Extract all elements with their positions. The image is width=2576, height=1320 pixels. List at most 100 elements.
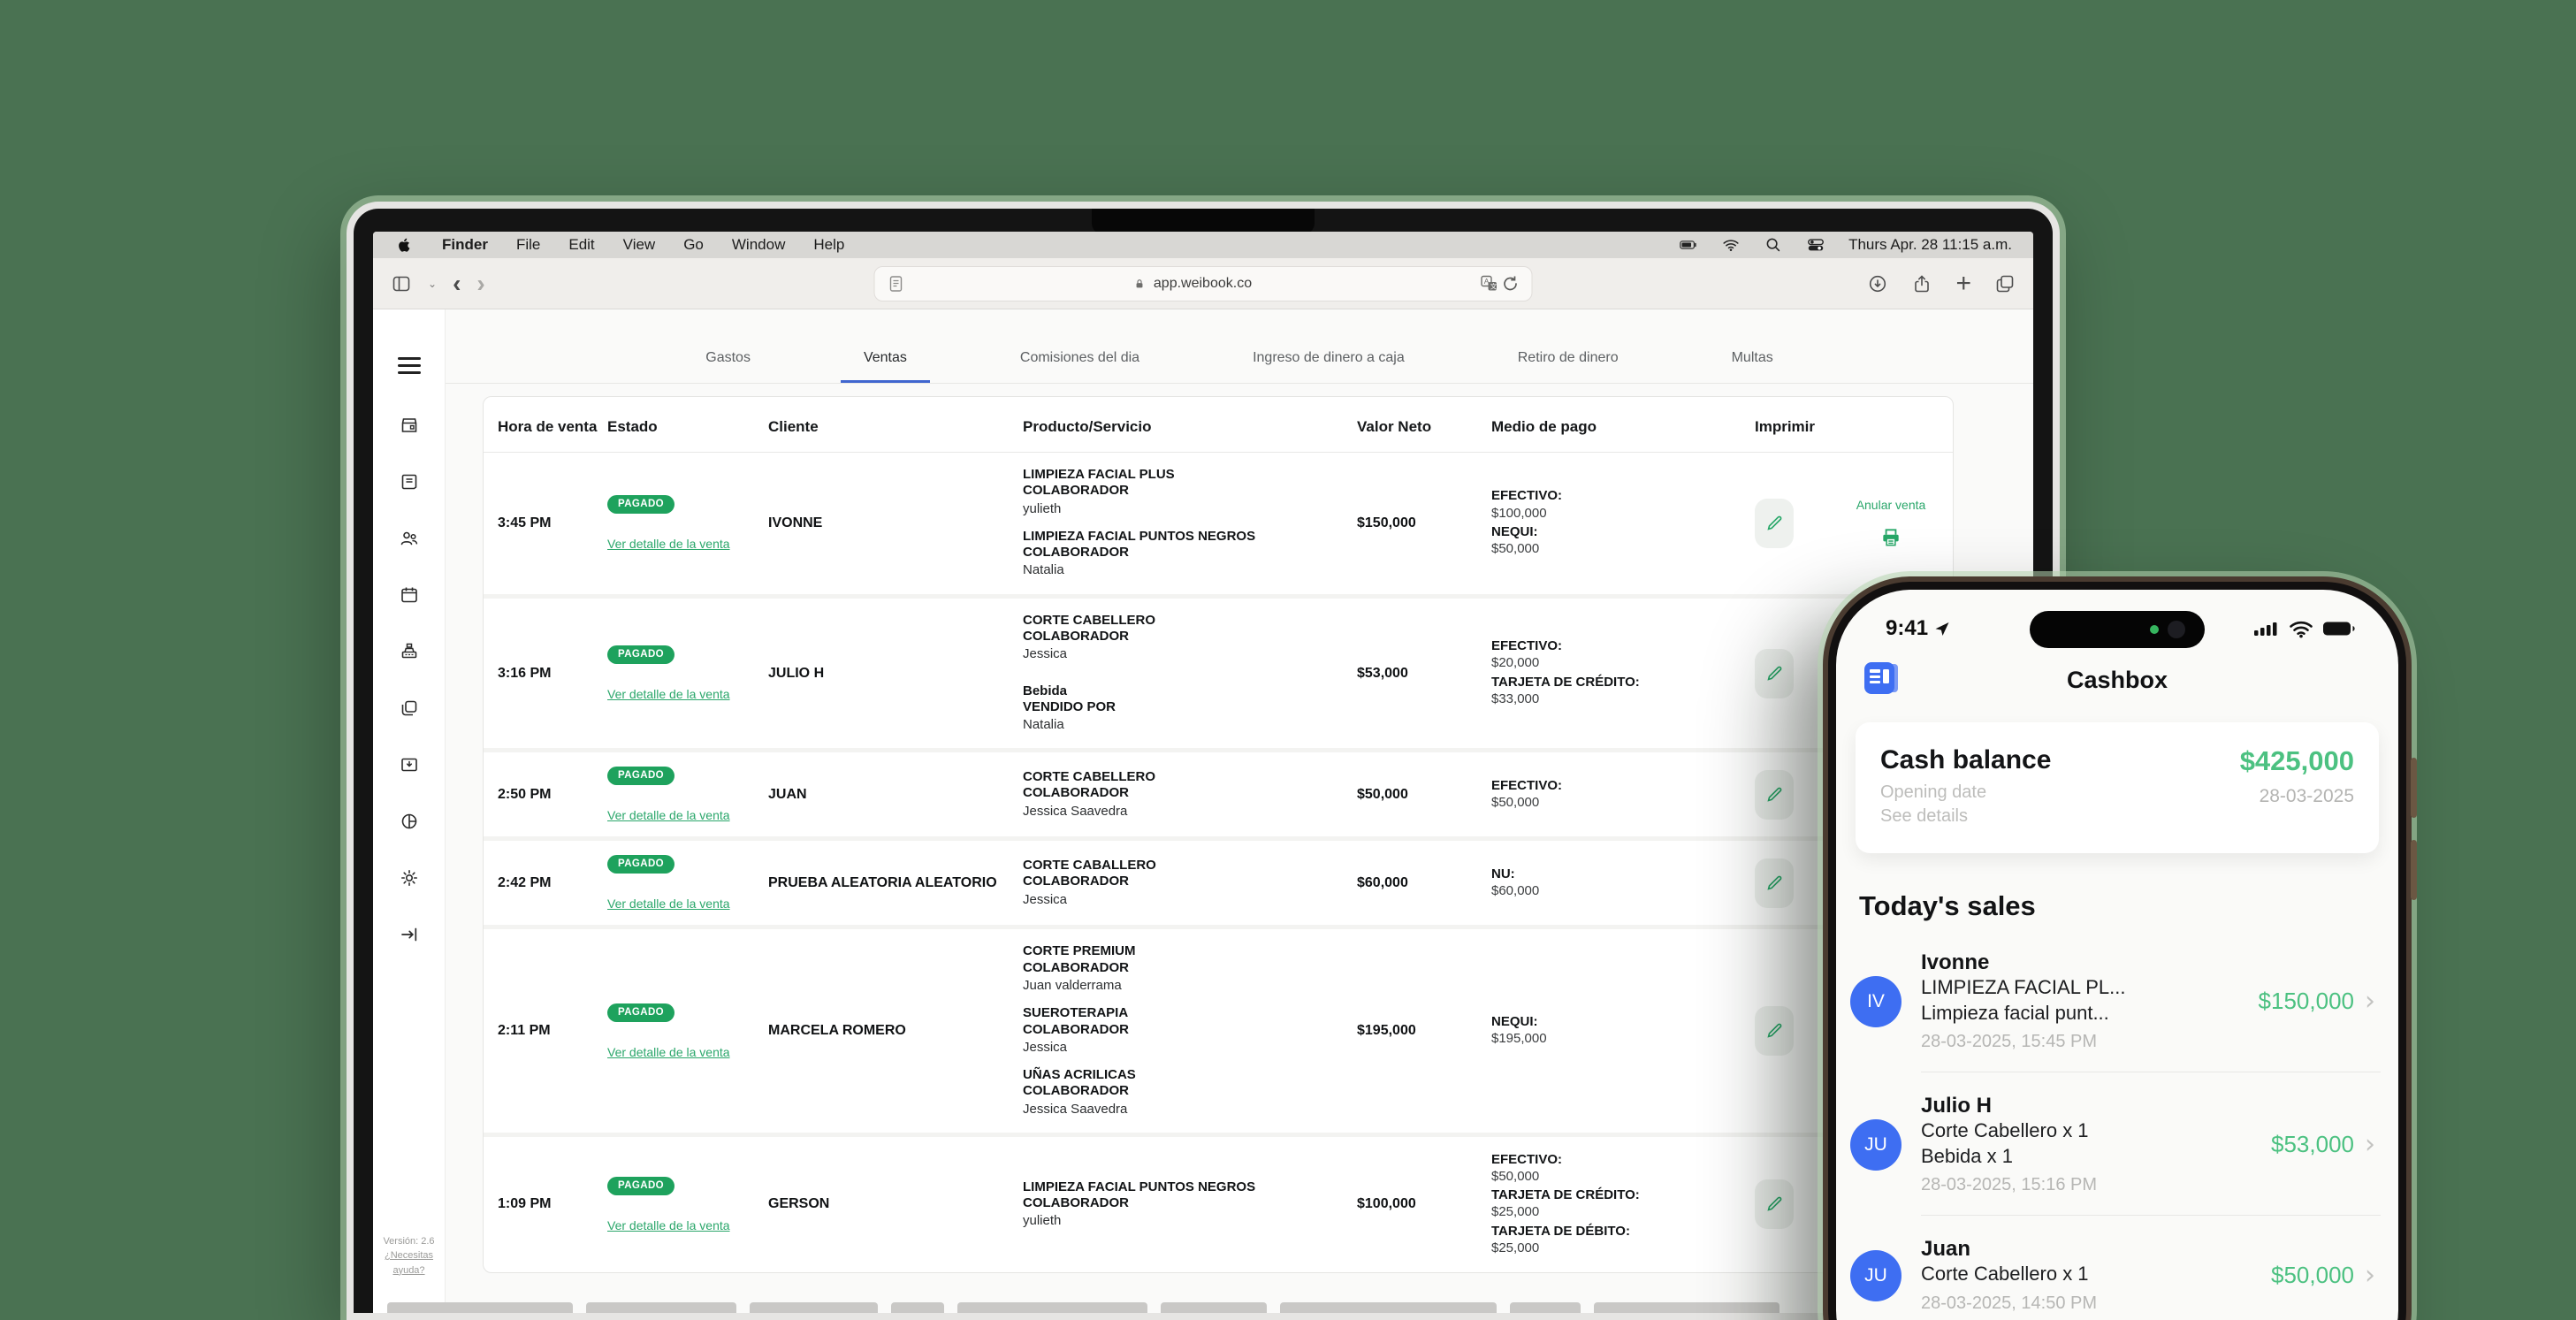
new-tab-icon[interactable]: +: [1955, 268, 1971, 298]
edit-sale-button[interactable]: [1755, 1006, 1794, 1057]
sale-detail-link[interactable]: Ver detalle de la venta: [607, 1044, 730, 1059]
tab-gastos[interactable]: Gastos: [705, 350, 751, 365]
tab-ingreso[interactable]: Ingreso de dinero a caja: [1253, 350, 1405, 365]
sale-detail-link[interactable]: Ver detalle de la venta: [607, 808, 730, 823]
wifi-icon[interactable]: [1721, 235, 1741, 255]
sale-detail-link[interactable]: Ver detalle de la venta: [607, 687, 730, 702]
menu-edit[interactable]: Edit: [568, 236, 595, 253]
menu-help[interactable]: Help: [813, 236, 845, 253]
forward-icon[interactable]: ›: [476, 269, 485, 297]
sale-time: 2:50 PM: [498, 786, 552, 802]
downloads-icon[interactable]: [1867, 273, 1888, 294]
status-badge: PAGADO: [607, 645, 675, 665]
tab-comisiones[interactable]: Comisiones del dia: [1019, 350, 1140, 365]
tab-ventas[interactable]: Ventas: [840, 350, 930, 383]
sidebar-item-clients-icon[interactable]: [399, 528, 420, 549]
void-sale-link[interactable]: Anular venta: [1856, 497, 1926, 512]
menu-view[interactable]: View: [622, 236, 656, 253]
translate-icon[interactable]: A文: [1479, 273, 1500, 294]
back-icon[interactable]: ‹: [453, 269, 461, 297]
laptop-screen: Finder File Edit View Go Window Help Thu…: [373, 232, 2033, 1313]
sale-list-item[interactable]: IV Ivonne LIMPIEZA FACIAL PL... Limpieza…: [1836, 929, 2398, 1072]
reader-page-icon[interactable]: [886, 273, 907, 294]
balance-subtitle: Opening date: [1880, 782, 1987, 802]
tab-multas[interactable]: Multas: [1731, 350, 1773, 365]
see-details-link[interactable]: See details: [1880, 806, 1968, 826]
avatar: IV: [1850, 975, 1902, 1027]
pencil-icon: [1767, 1023, 1782, 1038]
edit-sale-button[interactable]: [1755, 858, 1794, 908]
macos-menubar: Finder File Edit View Go Window Help Thu…: [373, 232, 2033, 258]
sidebar-item-inbox-icon[interactable]: [399, 754, 420, 775]
print-icon[interactable]: [1879, 526, 1902, 549]
sidebar-toggle-icon[interactable]: [391, 273, 412, 294]
phone-bezel: 9:41 Cashbox Cash balance Opening date: [1828, 582, 2406, 1320]
pencil-icon: [1767, 875, 1782, 890]
sale-detail-link[interactable]: Ver detalle de la venta: [607, 897, 730, 912]
sidebar-item-logout-icon[interactable]: [399, 924, 420, 945]
sidebar-item-receipt-icon[interactable]: [399, 471, 420, 492]
sale-list-item[interactable]: JU Julio H Corte Cabellero x 1 Bebida x …: [1850, 1072, 2381, 1215]
todays-sales-title: Today's sales: [1859, 890, 2036, 921]
menu-go[interactable]: Go: [683, 236, 704, 253]
section-tabs: Gastos Ventas Comisiones del dia Ingreso…: [446, 350, 2033, 384]
chevron-right-icon[interactable]: ›: [2365, 1259, 2375, 1291]
help-link[interactable]: ¿Necesitas ayuda?: [384, 1250, 434, 1276]
share-icon[interactable]: [1911, 273, 1932, 294]
sale-value: $195,000: [1357, 1023, 1416, 1039]
table-row: 2:11 PM PAGADO Ver detalle de la venta M…: [484, 925, 1953, 1133]
menu-hamburger-icon[interactable]: [397, 357, 421, 374]
location-arrow-icon: [1935, 622, 1949, 636]
product-name: LIMPIEZA FACIAL PLUS: [1023, 467, 1175, 482]
menubar-clock[interactable]: Thurs Apr. 28 11:15 a.m.: [1848, 236, 2012, 253]
macos-dock[interactable]: [387, 1301, 2019, 1313]
phone: 9:41 Cashbox Cash balance Opening date: [1823, 576, 2417, 1320]
edit-sale-button[interactable]: [1755, 498, 1794, 548]
sale-detail-link[interactable]: Ver detalle de la venta: [607, 1217, 730, 1232]
tab-overview-icon[interactable]: [1994, 273, 2016, 294]
col-header-hora: Hora de venta: [498, 418, 598, 435]
sale-client: IVONNE: [768, 515, 823, 530]
chevron-down-icon[interactable]: ⌄: [428, 277, 438, 290]
sales-table: Hora de venta Estado Cliente Producto/Se…: [483, 396, 1954, 1274]
sidebar-item-reports-icon[interactable]: [399, 811, 420, 832]
sidebar-item-settings-icon[interactable]: [399, 867, 420, 889]
apple-logo-icon[interactable]: [394, 235, 414, 255]
edit-sale-button[interactable]: [1755, 1179, 1794, 1230]
table-row: 1:09 PM PAGADO Ver detalle de la venta G…: [484, 1132, 1953, 1272]
menu-file[interactable]: File: [515, 236, 541, 253]
reload-icon[interactable]: [1500, 273, 1521, 294]
sidebar-item-calendar-icon[interactable]: [399, 584, 420, 606]
sale-list-item[interactable]: JU Juan Corte Cabellero x 1 28-03-2025, …: [1850, 1215, 2381, 1320]
table-row: 2:50 PM PAGADO Ver detalle de la venta J…: [484, 748, 1953, 836]
sale-detail-link[interactable]: Ver detalle de la venta: [607, 537, 730, 552]
sidebar-item-copies-icon[interactable]: [399, 698, 420, 719]
battery-icon[interactable]: [1679, 235, 1698, 255]
product-name: LIMPIEZA FACIAL PUNTOS NEGROS: [1023, 528, 1256, 544]
sale-client: JUAN: [768, 786, 807, 802]
cashbox-app-icon[interactable]: [1863, 660, 1903, 696]
col-header-estado: Estado: [607, 418, 658, 435]
tab-retiro[interactable]: Retiro de dinero: [1517, 350, 1619, 365]
edit-sale-button[interactable]: [1755, 769, 1794, 820]
cash-balance-card: Cash balance Opening date See details $4…: [1856, 722, 2379, 853]
control-center-icon[interactable]: [1806, 235, 1825, 255]
sidebar-item-cash-register-icon[interactable]: [399, 641, 420, 662]
balance-amount: $425,000: [2239, 745, 2354, 776]
sale-client-name: Juan: [1921, 1237, 1971, 1262]
menubar-app-name[interactable]: Finder: [442, 236, 488, 253]
app-version: Versión: 2.6: [383, 1235, 435, 1247]
phone-side-button: [2411, 758, 2417, 818]
laptop: Finder File Edit View Go Window Help Thu…: [347, 202, 2060, 1320]
avatar: JU: [1850, 1249, 1902, 1301]
sidebar-item-store-icon[interactable]: [399, 415, 420, 436]
chevron-right-icon[interactable]: ›: [2365, 1128, 2375, 1160]
spotlight-search-icon[interactable]: [1764, 235, 1783, 255]
phone-status-bar: 9:41: [1836, 609, 2398, 648]
menu-window[interactable]: Window: [731, 236, 786, 253]
chevron-right-icon[interactable]: ›: [2365, 985, 2375, 1017]
edit-sale-button[interactable]: [1755, 648, 1794, 698]
sale-client-name: Ivonne: [1921, 950, 1990, 974]
